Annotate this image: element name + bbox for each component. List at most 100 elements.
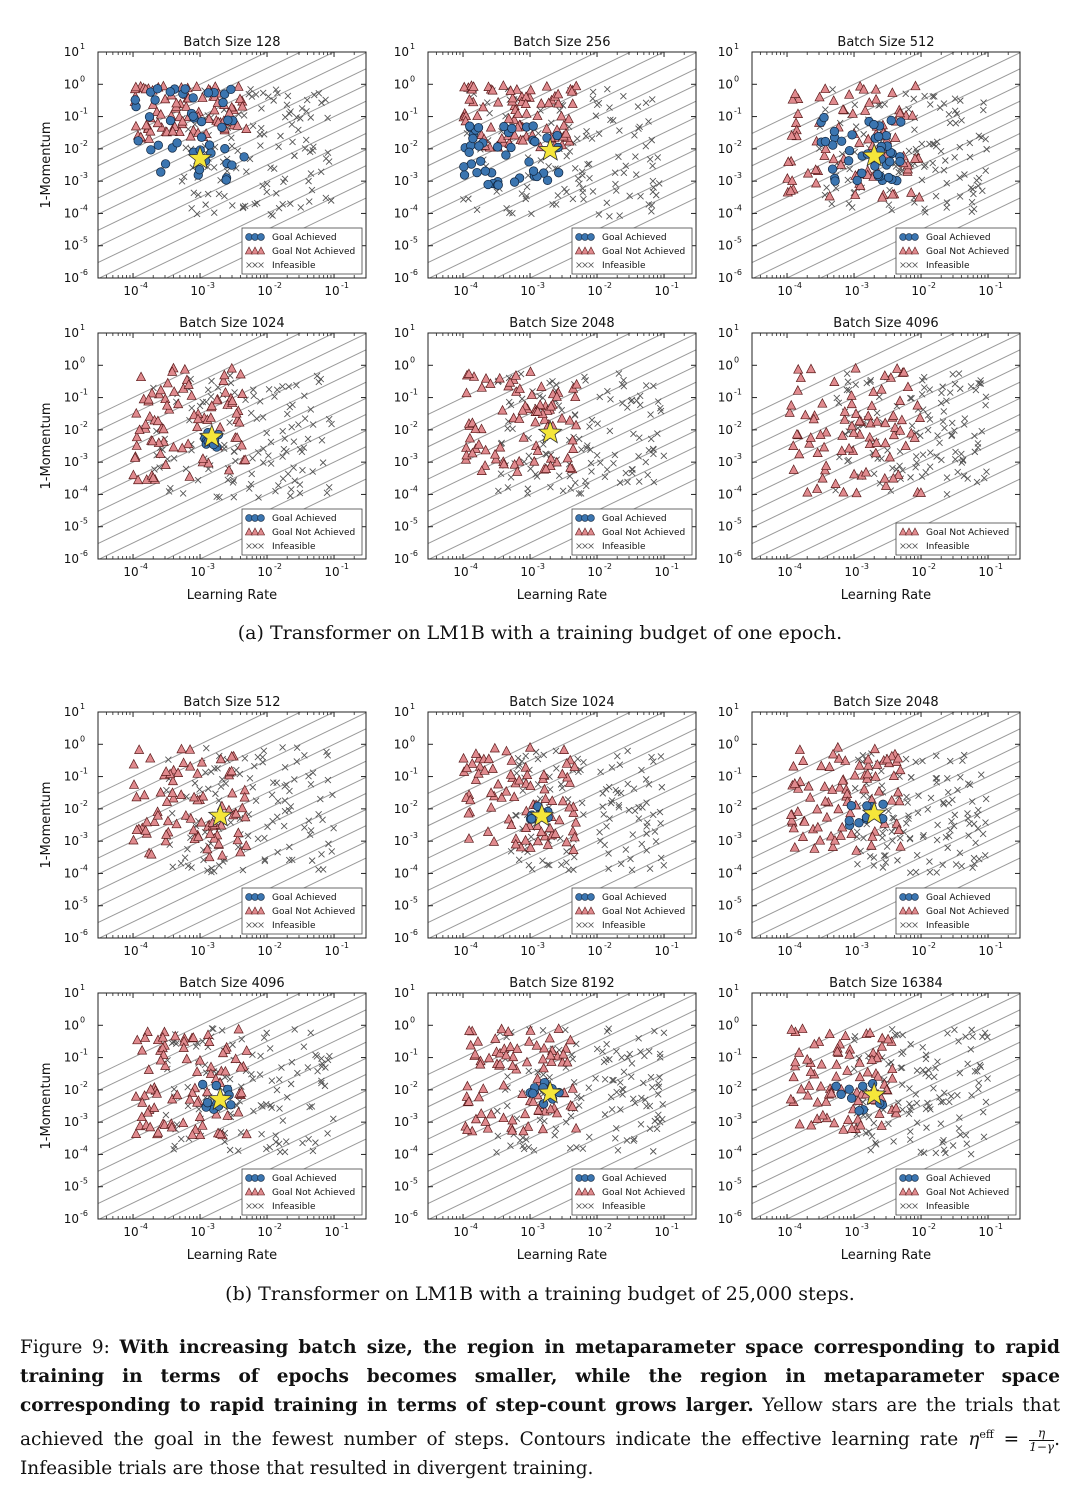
goal-not-achieved-point — [862, 1066, 873, 1077]
goal-not-achieved-point — [464, 432, 475, 443]
infeasible-point — [907, 474, 914, 481]
goal-not-achieved-point — [167, 787, 178, 798]
infeasible-point — [944, 1029, 951, 1037]
infeasible-point — [948, 431, 956, 439]
infeasible-point — [273, 1086, 281, 1094]
infeasible-point — [645, 780, 653, 788]
infeasible-point — [860, 130, 867, 138]
goal-not-achieved-point — [831, 1059, 842, 1069]
infeasible-point — [305, 772, 312, 780]
goal-not-achieved-point — [507, 1060, 518, 1071]
infeasible-point — [898, 1064, 906, 1072]
goal-not-achieved-point — [194, 1111, 205, 1121]
x-tick-label: 10 — [587, 284, 602, 298]
legend-marker-goal-not-achieved — [244, 906, 254, 915]
infeasible-point — [982, 1098, 990, 1106]
goal-not-achieved-point — [886, 750, 897, 761]
goal-not-achieved-point — [507, 92, 518, 103]
infeasible-point — [949, 371, 957, 378]
infeasible-point — [882, 859, 890, 866]
legend-label: Infeasible — [926, 542, 970, 552]
y-tick-exponent: -6 — [410, 549, 418, 558]
infeasible-point — [297, 204, 305, 211]
goal-not-achieved-point — [811, 177, 822, 188]
infeasible-point — [983, 145, 990, 153]
infeasible-point — [979, 830, 987, 838]
y-tick-exponent: -4 — [734, 203, 742, 212]
legend-label: Goal Not Achieved — [926, 907, 1009, 917]
x-tick-label: 10 — [520, 284, 535, 298]
x-tick-label: 10 — [190, 565, 205, 579]
contour-line — [785, 1106, 1020, 1219]
infeasible-point — [303, 96, 311, 104]
infeasible-point — [646, 865, 654, 873]
infeasible-point — [276, 1105, 283, 1112]
y-tick-exponent: -3 — [80, 831, 88, 840]
goal-not-achieved-point — [470, 748, 482, 758]
x-tick-label: 10 — [453, 284, 468, 298]
goal-not-achieved-point — [476, 382, 487, 392]
infeasible-point — [636, 401, 644, 409]
contour-line — [428, 776, 696, 907]
scatter-points — [460, 366, 668, 497]
y-tick-label: 10 — [394, 77, 409, 91]
infeasible-point — [559, 487, 567, 495]
y-tick-label: 10 — [718, 1018, 733, 1032]
y-tick-exponent: -2 — [734, 420, 742, 429]
panel-title: Batch Size 2048 — [509, 316, 614, 331]
goal-achieved-point — [846, 1093, 857, 1103]
goal-not-achieved-point — [205, 1068, 216, 1078]
infeasible-point — [605, 783, 613, 791]
legend-marker-goal-not-achieved — [256, 1187, 266, 1196]
goal-not-achieved-point — [458, 752, 469, 763]
infeasible-point — [257, 124, 265, 132]
goal-not-achieved-point — [570, 391, 581, 402]
goal-not-achieved-point — [567, 825, 578, 836]
goal-not-achieved-point — [145, 1083, 156, 1094]
infeasible-point — [248, 470, 256, 478]
goal-not-achieved-point — [215, 1128, 226, 1139]
subcaption-b: (b) Transformer on LM1B with a training … — [225, 1283, 855, 1305]
infeasible-point — [823, 184, 830, 192]
infeasible-point — [170, 454, 178, 462]
goal-not-achieved-point — [185, 813, 196, 823]
x-tick-label: 10 — [844, 944, 859, 958]
infeasible-point — [930, 93, 938, 100]
infeasible-point — [284, 92, 292, 100]
infeasible-point — [247, 409, 255, 417]
goal-not-achieved-point — [461, 442, 472, 452]
infeasible-point — [906, 1106, 914, 1114]
goal-not-achieved-point — [217, 849, 228, 860]
y-tick-exponent: -6 — [80, 1209, 88, 1218]
infeasible-point — [497, 470, 505, 478]
figure: Batch Size 12810-610-510-410-310-210-110… — [39, 35, 1021, 1263]
goal-not-achieved-point — [166, 1121, 177, 1132]
goal-not-achieved-point — [895, 764, 906, 775]
infeasible-point — [191, 779, 199, 787]
goal-not-achieved-point — [467, 417, 478, 427]
infeasible-point — [642, 776, 650, 783]
infeasible-point — [587, 446, 594, 454]
goal-not-achieved-point — [840, 1030, 851, 1040]
goal-not-achieved-point — [525, 842, 536, 852]
infeasible-point — [910, 95, 918, 103]
goal-achieved-point — [483, 179, 493, 190]
infeasible-point — [287, 200, 294, 208]
contour-line — [165, 1122, 366, 1219]
y-tick-label: 10 — [718, 770, 733, 784]
infeasible-point — [539, 441, 547, 448]
infeasible-point — [906, 869, 914, 876]
caption-frac-den: 1−γ — [1029, 1439, 1055, 1454]
goal-achieved-point — [542, 133, 552, 143]
x-tick-label: 10 — [123, 565, 138, 579]
infeasible-point — [850, 1065, 858, 1073]
infeasible-point — [938, 456, 945, 464]
y-tick-label: 10 — [394, 326, 409, 340]
goal-not-achieved-point — [863, 759, 874, 770]
goal-not-achieved-point — [824, 761, 835, 771]
goal-achieved-point — [873, 169, 883, 180]
y-tick-label: 10 — [718, 737, 733, 751]
infeasible-point — [295, 126, 302, 134]
goal-achieved-point — [530, 136, 540, 147]
